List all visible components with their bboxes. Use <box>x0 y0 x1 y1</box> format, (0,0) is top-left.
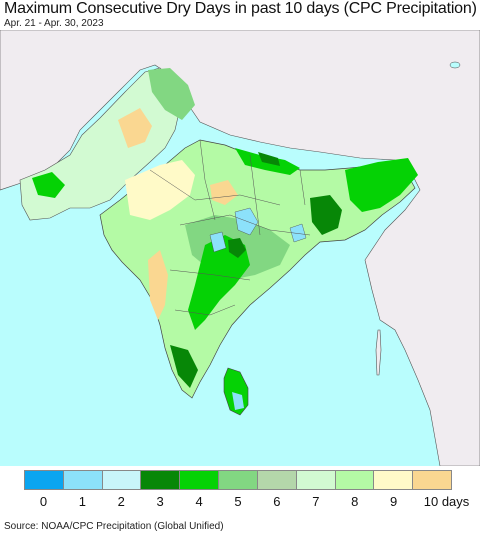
legend-label-9: 9 <box>390 494 398 509</box>
gujarat-patch <box>32 172 65 198</box>
legend-label-2: 2 <box>117 494 125 509</box>
map-area <box>0 30 480 466</box>
sri-lanka-wet <box>232 392 244 410</box>
legend-swatch-3 <box>141 471 181 489</box>
date-range: Apr. 21 - Apr. 30, 2023 <box>4 18 104 29</box>
desert-patch <box>125 160 195 220</box>
legend-label-5: 5 <box>234 494 242 509</box>
legend-label-4: 4 <box>195 494 203 509</box>
kashmir-region <box>148 68 195 120</box>
legend-label-0: 0 <box>39 494 48 509</box>
outside-land <box>0 30 480 466</box>
dry-patch-central <box>210 180 238 205</box>
dark-green-core <box>228 238 246 258</box>
legend-swatch-8 <box>335 471 375 489</box>
south-asia-map <box>0 30 480 466</box>
wet-patch-3 <box>289 223 307 243</box>
northeast-region <box>345 158 418 212</box>
himalaya-dark <box>258 152 280 166</box>
legend-swatch-1 <box>63 471 103 489</box>
wet-patch-2 <box>209 231 227 253</box>
legend-swatch-7 <box>296 471 336 489</box>
legend-swatch-9 <box>374 471 414 489</box>
northeast-dark <box>310 195 342 235</box>
wet-patch-1 <box>234 207 259 236</box>
state-borders <box>149 139 311 316</box>
legend-label-6: 6 <box>273 494 281 509</box>
legend-label-10: 10 days <box>423 494 470 509</box>
dry-patch-west <box>118 108 152 148</box>
legend-label-8: 8 <box>351 494 359 509</box>
legend-label-3: 3 <box>156 494 164 509</box>
legend-swatch-6 <box>257 471 297 489</box>
central-core <box>188 235 250 330</box>
legend-swatch-2 <box>102 471 142 489</box>
legend-swatch-10 <box>413 471 451 489</box>
dry-patch-coast <box>148 250 168 320</box>
legend-swatch-0 <box>25 471 64 489</box>
legend-label-7: 7 <box>312 494 320 509</box>
map-title: Maximum Consecutive Dry Days in past 10 … <box>4 0 477 17</box>
legend-label-1: 1 <box>78 494 86 509</box>
legend-swatch-4 <box>180 471 220 489</box>
south-tip <box>170 345 198 388</box>
legend-swatch-5 <box>219 471 258 489</box>
source-credit: Source: NOAA/CPC Precipitation (Global U… <box>4 521 224 532</box>
legend-color-bar <box>24 470 452 490</box>
lake-feature <box>449 61 461 69</box>
andaman-islands <box>375 329 382 376</box>
legend: 0 1 2 3 4 5 6 7 8 9 10 days <box>0 466 480 518</box>
